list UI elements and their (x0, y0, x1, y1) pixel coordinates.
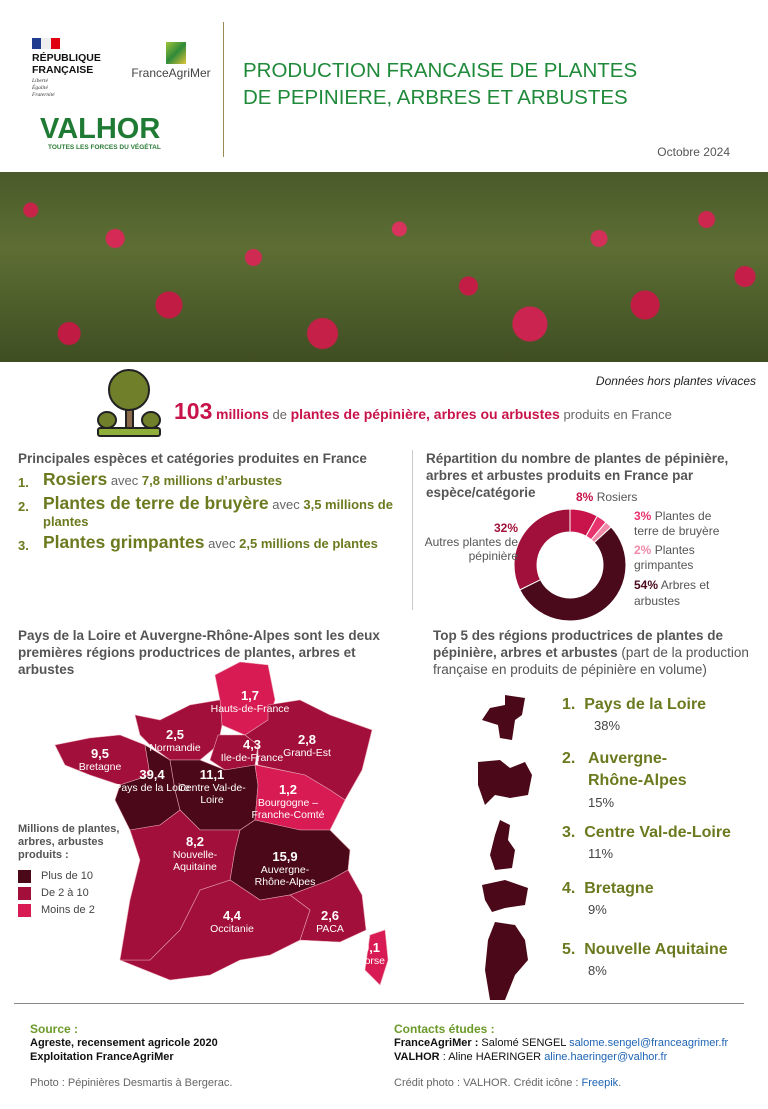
donut-label-arbres: 54% Arbres et arbustes (634, 578, 710, 608)
date: Octobre 2024 (657, 145, 730, 159)
top5-item: 5. Nouvelle Aquitaine 8% (562, 941, 728, 978)
region-label: 2,5 Normandie (149, 727, 201, 754)
top5-item: 3. Centre Val-de-Loire 11% (562, 824, 731, 861)
region-label: 2,6 PACA (316, 908, 344, 935)
valhor-logo: VALHOR TOUTES LES FORCES DU VÉGÉTAL (40, 113, 161, 151)
section-divider (412, 450, 413, 610)
contacts-block: Contacts études : FranceAgriMer : Salomé… (394, 1022, 729, 1089)
legend-item: Moins de 2 (18, 902, 133, 919)
top5-item: 2. Auvergne-Rhône-Alpes 15% (562, 750, 687, 810)
region-silhouettes (478, 695, 532, 1000)
top5-item: 1. Pays de la Loire 38% (562, 696, 707, 733)
region-label: 1,2 Bourgogne – Franche-Comté (251, 782, 325, 821)
legend-swatch (18, 869, 31, 883)
species-item: 1. Rosiers avec 7,8 millions d’arbustes (18, 469, 283, 491)
auvergne-rhone-alpes-shape-icon (478, 760, 532, 805)
donut-label-terre: 3% Plantes de terre de bruyère (634, 509, 720, 538)
species-list: 1. Rosiers avec 7,8 millions d’arbustes 2… (18, 470, 403, 555)
legend-swatch (18, 903, 31, 917)
species-item: 2. Plantes de terre de bruyère avec 3,5 m… (18, 493, 393, 529)
header-divider (223, 22, 224, 157)
donut-label-autres: 32% Autres plantes de pépinière (424, 521, 518, 563)
legend-item: De 2 à 10 (18, 885, 133, 902)
region-label: 1,7 Hauts-de-France (210, 688, 290, 715)
donut-slice-3 (519, 526, 627, 622)
freepik-link[interactable]: Freepik (581, 1077, 619, 1089)
region-label: 0,1 Corse (356, 940, 386, 967)
email-link-sengel[interactable]: salome.sengel@franceagrimer.fr (569, 1037, 729, 1049)
page-title: PRODUCTION FRANCAISE DE PLANTES DE PEPIN… (243, 59, 638, 109)
legend-swatch (18, 886, 31, 900)
france-map (54, 661, 389, 986)
centre-shape-icon (490, 820, 515, 870)
tree-icon (97, 369, 161, 437)
franceagrimer-logo: FranceAgriMer (128, 42, 214, 80)
franceagrimer-mark-icon (166, 42, 186, 64)
top5-item: 4. Bretagne 9% (562, 880, 654, 917)
bretagne-shape-icon (482, 880, 528, 912)
map-legend: Millions de plantes, arbres, arbustes pr… (18, 823, 133, 919)
region-nouvelle-aquitaine (119, 809, 241, 961)
species-item: 3. Plantes grimpantes avec 2,5 millions d… (18, 532, 378, 554)
nouvelle-aquitaine-shape-icon (485, 922, 528, 1000)
donut-label-grimpantes: 2% Plantes grimpantes (634, 543, 695, 572)
donut-label-rosiers: 8% Rosiers (576, 490, 638, 504)
donut-slice-4 (513, 508, 571, 591)
pays-de-la-loire-shape-icon (482, 695, 525, 740)
source-block: Source : Agreste, recensement agricole 2… (30, 1022, 233, 1089)
species-title: Principales espèces et catégories produi… (18, 451, 367, 466)
republique-logo: RÉPUBLIQUE FRANÇAISE Liberté Égalité Fra… (32, 38, 102, 99)
data-note: Données hors plantes vivaces (595, 374, 756, 388)
top5-title: Top 5 des régions productrices de plante… (433, 628, 749, 677)
donut-title: Répartition du nombre de plantes de pépi… (426, 451, 729, 500)
donut-chart (513, 508, 627, 622)
rose-field-photo (0, 172, 768, 362)
region-label: 11,1 Centre Val-de-Loire (178, 767, 246, 806)
region-label: 4,3 Ile-de-France (220, 737, 284, 764)
region-label: 2,8 Grand-Est (283, 732, 331, 759)
region-label: 4,4 Occitanie (210, 908, 254, 935)
region-label: 39,4 Pays de la Loire (114, 767, 190, 794)
legend-item: Plus de 10 (18, 868, 133, 885)
map-title: Pays de la Loire et Auvergne-Rhône-Alpes… (18, 628, 380, 677)
region-label: 8,2 Nouvelle-Aquitaine (172, 834, 218, 873)
flag-icon (32, 38, 60, 49)
footer-divider (14, 1003, 744, 1004)
region-label: 9,5 Bretagne (78, 746, 122, 773)
headline: 103 millions de plantes de pépinière, ar… (174, 398, 672, 424)
email-link-haeringer[interactable]: aline.haeringer@valhor.fr (544, 1051, 668, 1063)
region-label: 15,9 Auvergne-Rhône-Alpes (254, 849, 316, 888)
region-corse (364, 929, 389, 986)
